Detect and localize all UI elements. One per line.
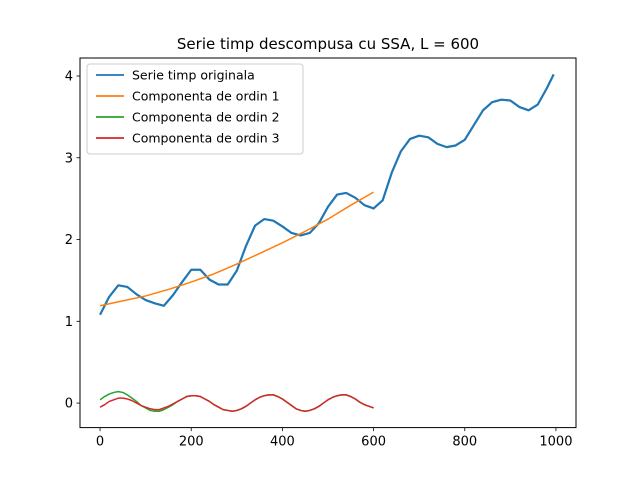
legend-label-2: Componenta de ordin 1 bbox=[132, 89, 280, 104]
x-tick-label: 200 bbox=[179, 435, 204, 450]
series-line-2 bbox=[99, 191, 374, 307]
axis-ticks: 0 200 400 600 800 1000 0 1 2 3 4 bbox=[65, 69, 573, 449]
y-tick-label: 3 bbox=[65, 151, 73, 166]
series-line-4 bbox=[99, 394, 374, 412]
x-tick-label: 1000 bbox=[539, 435, 572, 450]
legend-box bbox=[86, 63, 304, 155]
x-tick-label: 600 bbox=[361, 435, 386, 450]
axes-frame bbox=[79, 57, 577, 429]
x-tick-label: 800 bbox=[452, 435, 477, 450]
legend-label-3: Componenta de ordin 2 bbox=[132, 110, 280, 125]
x-tick-label: 0 bbox=[96, 435, 104, 450]
y-tick-label: 4 bbox=[65, 69, 73, 84]
y-tick-label: 2 bbox=[65, 233, 73, 248]
chart-title: Serie timp descompusa cu SSA, L = 600 bbox=[177, 35, 479, 53]
x-tick-label: 400 bbox=[270, 435, 295, 450]
legend-label-4: Componenta de ordin 3 bbox=[132, 131, 280, 146]
y-tick-label: 0 bbox=[65, 397, 73, 412]
y-tick-label: 1 bbox=[65, 315, 73, 330]
series-line-1 bbox=[99, 73, 555, 316]
legend: Serie timp originala Componenta de ordin … bbox=[86, 63, 304, 155]
plot-area bbox=[99, 73, 555, 412]
legend-label-1: Serie timp originala bbox=[132, 68, 255, 83]
